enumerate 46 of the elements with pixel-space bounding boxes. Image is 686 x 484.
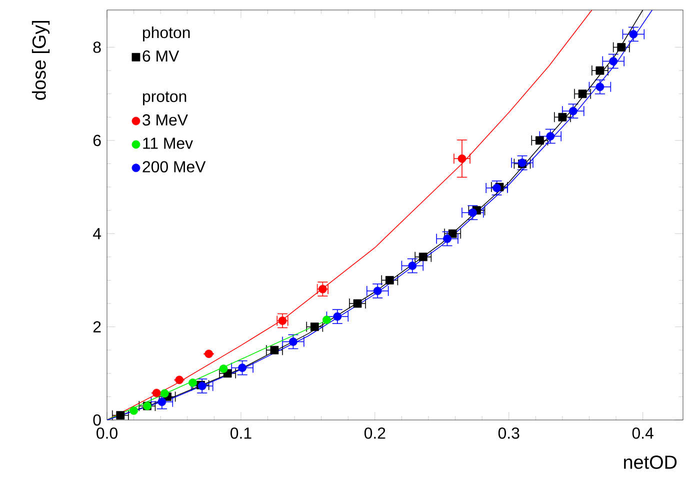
y-tick-label: 2 <box>93 321 101 332</box>
point <box>373 286 382 296</box>
point <box>238 364 246 372</box>
point <box>204 350 214 358</box>
point <box>596 82 604 92</box>
point <box>289 338 298 346</box>
point <box>408 262 417 270</box>
point <box>578 90 587 98</box>
legend-label: 11 Mev <box>143 138 193 149</box>
point <box>385 276 394 284</box>
annotation: proton <box>143 92 186 106</box>
point <box>116 411 125 420</box>
point <box>152 388 161 398</box>
point <box>629 30 638 38</box>
x-tick-label: 0.0 <box>96 428 118 439</box>
legend-label: 3 MeV <box>142 114 188 126</box>
point <box>188 378 197 387</box>
point <box>546 132 555 140</box>
point <box>175 376 184 384</box>
point <box>617 43 626 52</box>
legend-label: 6 MV <box>142 50 180 62</box>
point <box>270 346 279 354</box>
x-tick-label: 0.2 <box>364 428 386 439</box>
point <box>310 322 319 332</box>
point <box>418 252 428 262</box>
point <box>458 154 466 163</box>
y-tick-label: 6 <box>93 134 101 146</box>
point <box>130 406 138 415</box>
legend-title: photon <box>143 26 190 42</box>
x-tick-label: 0.3 <box>498 428 520 439</box>
legend-label: 200 MeV <box>142 161 206 172</box>
x-tick-label: 0.1 <box>230 428 252 439</box>
y-tick-label: 8 <box>93 42 101 53</box>
point <box>558 112 567 122</box>
x-tick-label: 0.4 <box>632 428 654 439</box>
point <box>322 316 331 324</box>
x-axis-title: netOD <box>624 455 677 469</box>
y-axis-title: dose [Gy] <box>32 20 50 100</box>
point <box>333 312 342 321</box>
point <box>609 57 618 66</box>
y-tick-label: 4 <box>92 228 102 240</box>
y-tick-label: 0 <box>93 414 101 426</box>
point <box>568 106 578 116</box>
point <box>535 136 544 145</box>
point <box>596 66 604 75</box>
point <box>353 299 362 308</box>
